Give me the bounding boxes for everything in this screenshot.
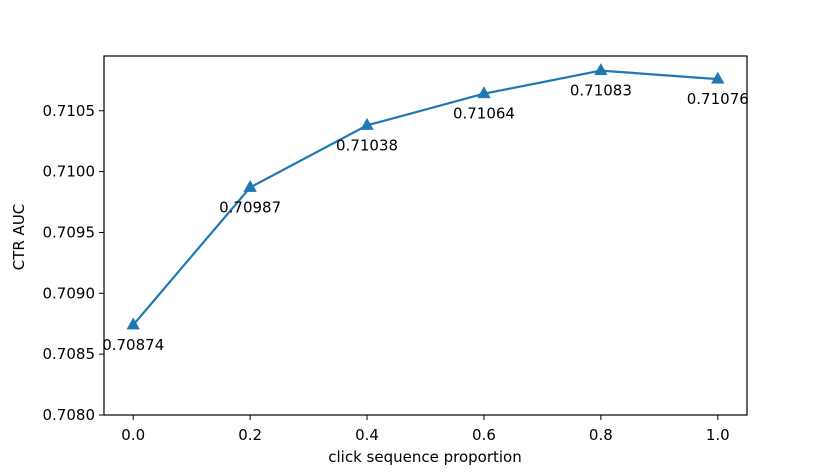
x-tick-label: 0.0 <box>121 426 145 444</box>
x-tick-label: 1.0 <box>706 426 730 444</box>
x-tick-label: 0.2 <box>238 426 262 444</box>
data-point-marker <box>243 179 257 192</box>
y-tick-label: 0.7105 <box>43 102 96 120</box>
data-labels: 0.70874 0.70987 0.71038 0.71064 0.71083 0.710… <box>102 82 749 354</box>
axes <box>103 55 748 416</box>
y-axis-label: CTR AUC <box>10 204 28 271</box>
y-tick-label: 0.7080 <box>43 406 96 424</box>
y-tick-label: 0.7090 <box>43 284 96 302</box>
data-point-label: 0.71083 <box>570 82 632 100</box>
data-point-label: 0.70987 <box>219 198 281 216</box>
data-point-marker <box>360 117 374 130</box>
data-point-marker <box>126 317 140 330</box>
y-tick-label: 0.7100 <box>43 163 96 181</box>
data-point-label: 0.71076 <box>687 90 749 108</box>
series-line <box>132 69 718 326</box>
data-point-label: 0.71038 <box>336 136 398 154</box>
y-tick-label: 0.7095 <box>43 223 96 241</box>
series <box>126 63 725 330</box>
data-point-label: 0.70874 <box>102 336 164 354</box>
data-point-marker <box>711 71 725 84</box>
ticks: 0.0 0.2 0.4 0.6 0.8 1.0 0.7080 0.7085 0.7090 0.70… <box>43 102 730 444</box>
data-point-label: 0.71064 <box>453 105 515 123</box>
y-tick-label: 0.7085 <box>43 345 96 363</box>
x-tick-label: 0.4 <box>355 426 379 444</box>
data-point-marker <box>477 86 491 99</box>
x-axis-label: click sequence proportion <box>328 448 521 466</box>
plot-frame <box>103 55 748 416</box>
x-tick-label: 0.8 <box>589 426 613 444</box>
data-point-marker <box>594 63 608 76</box>
x-tick-label: 0.6 <box>472 426 496 444</box>
